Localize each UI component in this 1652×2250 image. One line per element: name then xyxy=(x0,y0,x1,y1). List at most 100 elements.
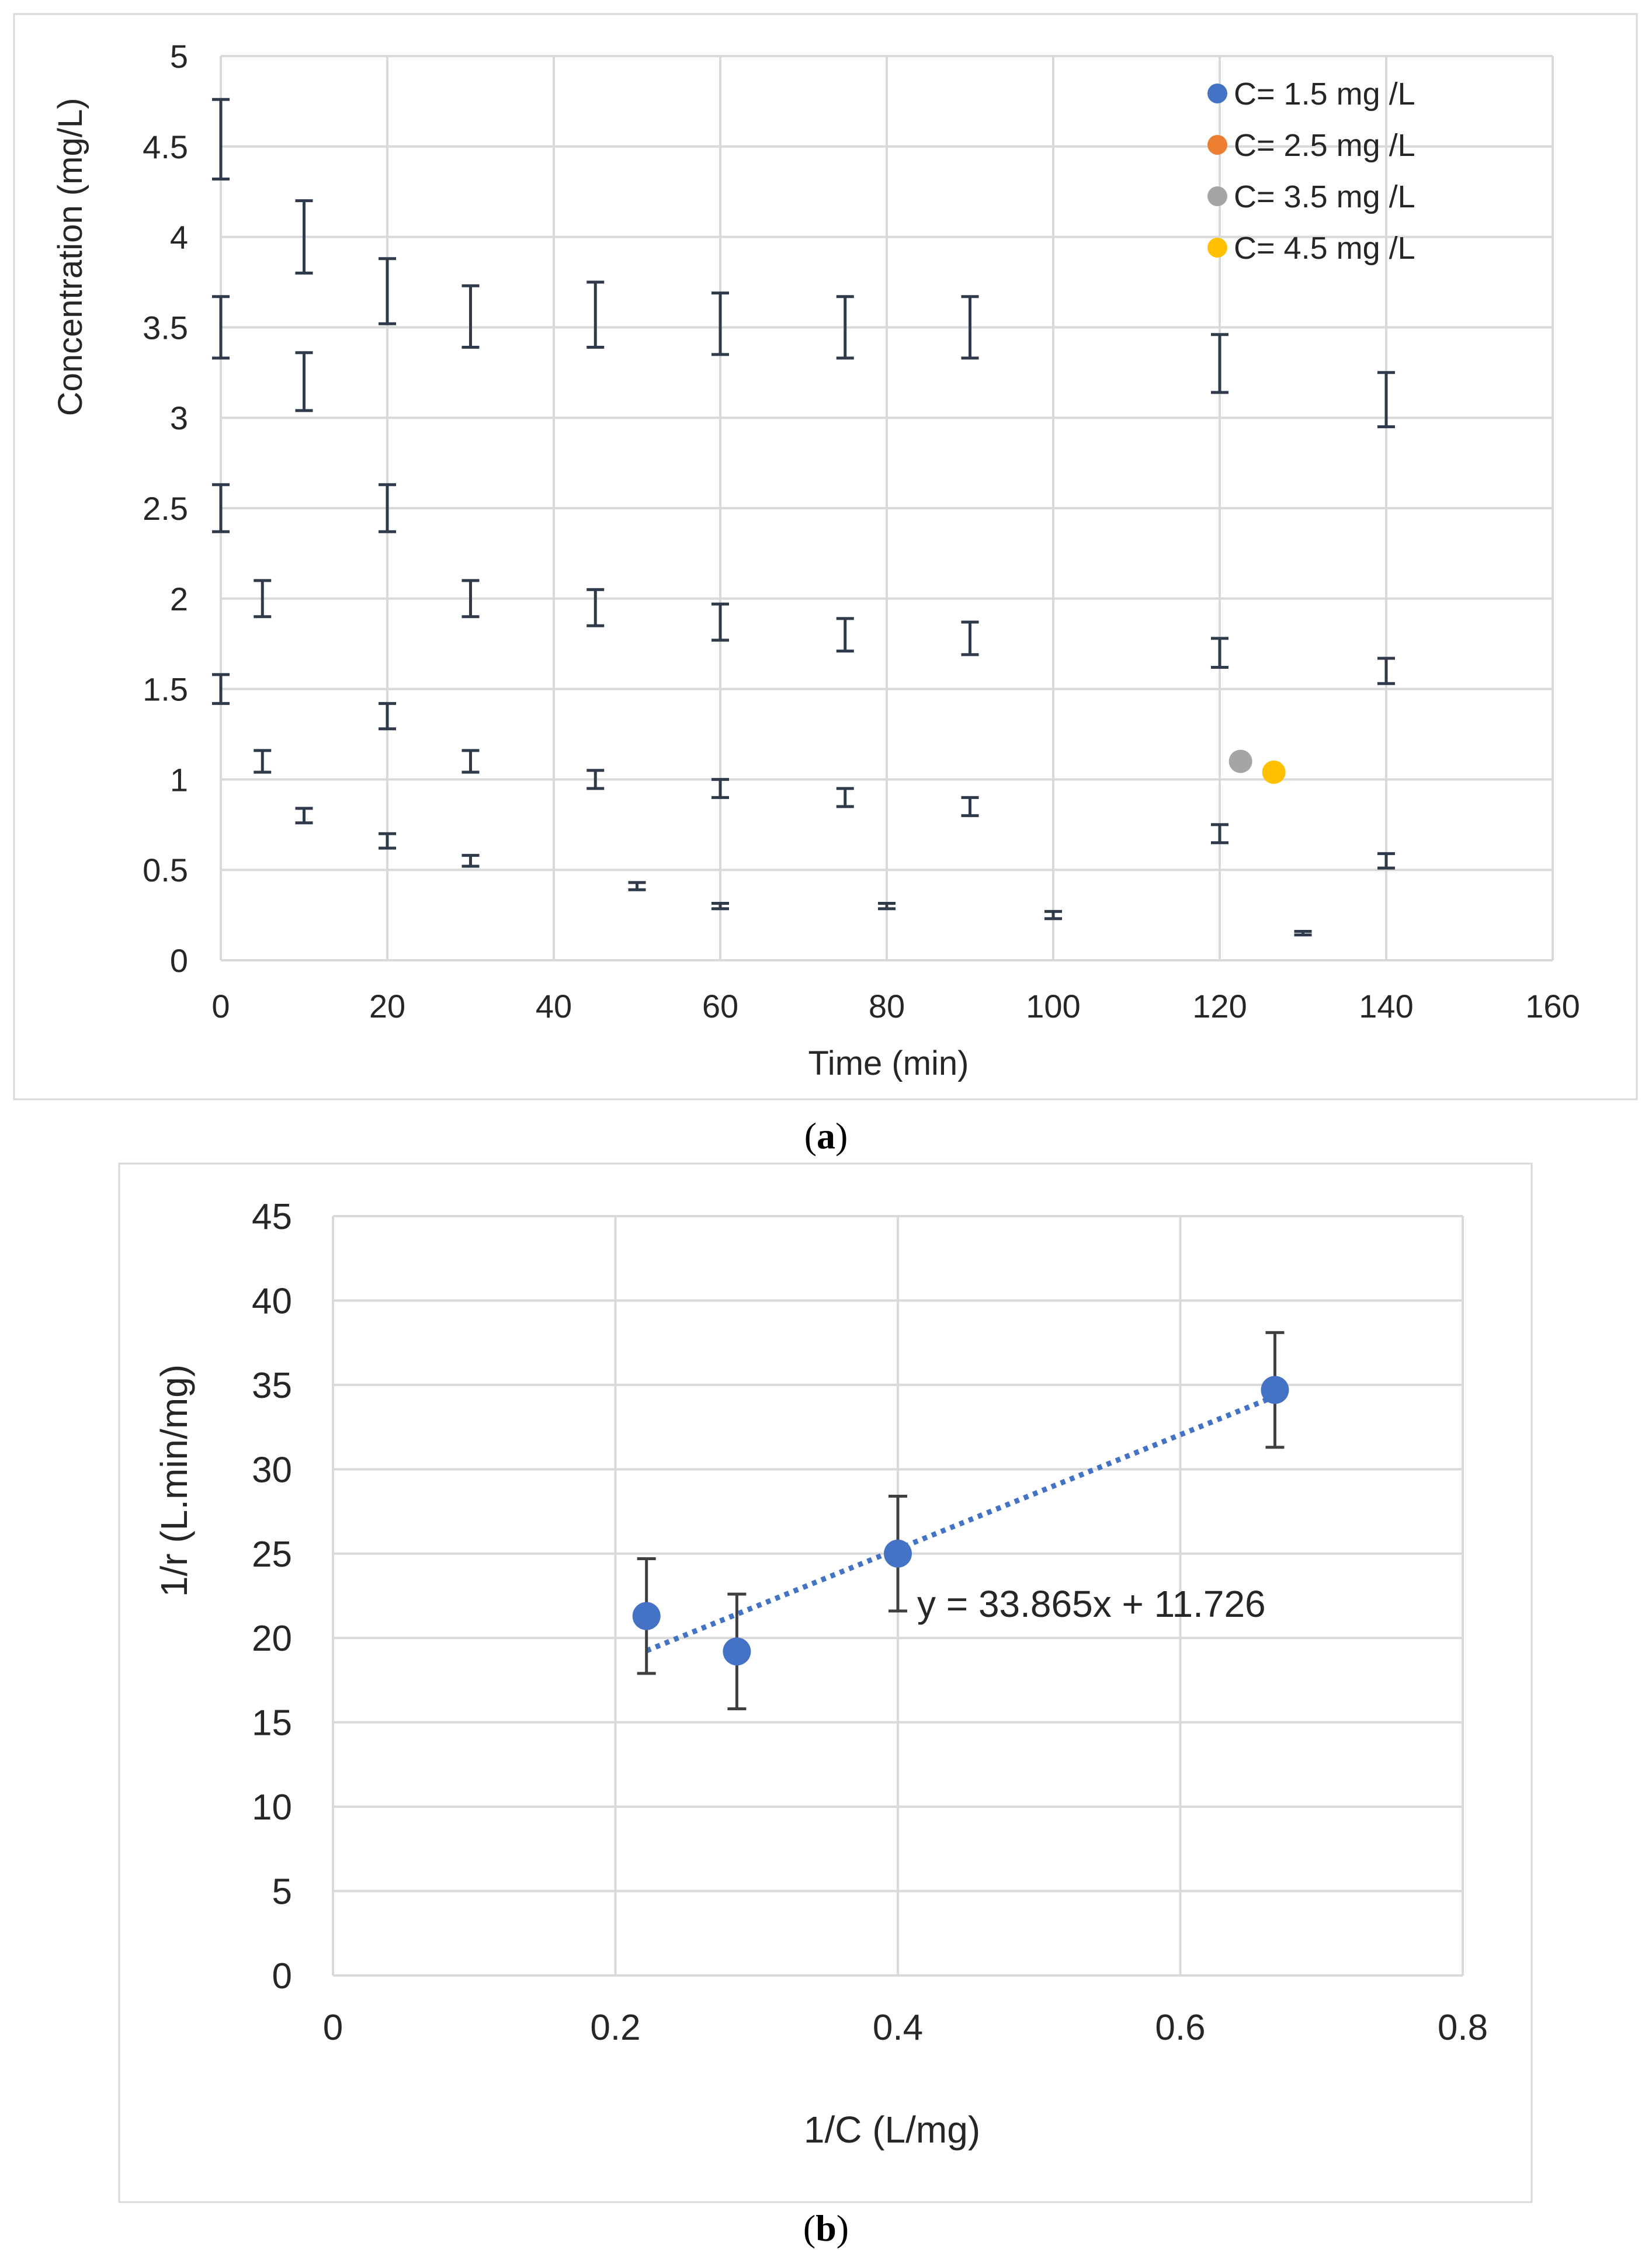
chart-b-x-tick-label: 0 xyxy=(323,2008,343,2048)
chart-a-y-tick-label: 4 xyxy=(170,219,188,256)
chart-a-error-bar xyxy=(1377,657,1395,685)
chart-b-markers xyxy=(632,1376,1289,1666)
chart-b-y-tick-label: 45 xyxy=(252,1197,292,1237)
chart-a-x-tick-label: 20 xyxy=(369,988,405,1025)
chart-a-error-bar xyxy=(254,749,272,774)
chart-a-legend-label: C= 1.5 mg /L xyxy=(1234,77,1415,112)
caption-a: (a) xyxy=(804,1115,848,1157)
chart-a-error-bar xyxy=(295,351,313,412)
chart-a-x-tick-label: 60 xyxy=(702,988,738,1025)
caption-b-letter: b xyxy=(815,2207,837,2249)
caption-a-letter: a xyxy=(817,1115,835,1157)
chart-a-x-tick-label: 140 xyxy=(1359,988,1413,1025)
chart-a-legend: C= 1.5 mg /L C= 2.5 mg /L C= 3.5 mg /L C= 4… xyxy=(1207,77,1415,266)
chart-a-error-bar xyxy=(1211,823,1228,845)
chart-a-error-bar xyxy=(1294,929,1312,937)
chart-a-error-bars xyxy=(212,98,1395,937)
chart-a-y-tick-label: 2 xyxy=(170,581,188,617)
chart-a-error-bar xyxy=(628,881,646,891)
chart-a-error-bar xyxy=(212,98,230,181)
chart-b-x-tick-label: 0.2 xyxy=(590,2008,640,2048)
chart-a-legend-label: C= 4.5 mg /L xyxy=(1234,231,1415,266)
chart-b-y-tick-label: 5 xyxy=(272,1872,292,1912)
chart-b-x-tick-label: 0.4 xyxy=(873,2008,923,2048)
chart-a-error-bar xyxy=(961,620,979,657)
chart-b-data-point xyxy=(723,1637,751,1666)
chart-a: 0 0.5 1 1.5 2 2.5 3 3.5 4 4.5 5 0 20 40 60 80 100 120 140… xyxy=(13,13,1638,1100)
chart-a-error-bar xyxy=(836,787,854,808)
chart-a-x-axis-label: Time (min) xyxy=(808,1044,969,1082)
chart-a-error-bar xyxy=(961,796,979,817)
chart-b-x-tick-label: 0.6 xyxy=(1155,2008,1205,2048)
chart-a-x-tick-label: 120 xyxy=(1192,988,1247,1025)
chart-a-error-bar xyxy=(712,602,729,642)
chart-a-error-bar xyxy=(878,901,896,911)
chart-a-frame xyxy=(13,13,1638,1100)
chart-a-y-tick-label: 0 xyxy=(170,942,188,979)
chart-a-legend-swatch xyxy=(1207,84,1227,103)
chart-a-y-tick-label: 3.5 xyxy=(143,309,188,346)
chart-b-y-tick-label: 10 xyxy=(252,1787,292,1828)
chart-a-y-tick-label: 1 xyxy=(170,761,188,798)
chart-b-x-tick-label: 0.8 xyxy=(1438,2008,1488,2048)
chart-a-error-bar xyxy=(379,257,396,325)
chart-a-x-tick-label: 100 xyxy=(1026,988,1080,1025)
chart-b-x-tick-labels: 0 0.2 0.4 0.6 0.8 xyxy=(323,2008,1488,2048)
chart-a-error-bar xyxy=(1377,852,1395,870)
chart-a-error-bar xyxy=(212,673,230,705)
chart-a-error-bar xyxy=(1211,637,1228,669)
chart-a-legend-label: C= 3.5 mg /L xyxy=(1234,179,1415,214)
chart-a-error-bar xyxy=(1044,909,1062,921)
chart-a-error-bar xyxy=(586,280,605,349)
chart-b-frame xyxy=(118,1162,1533,2203)
chart-b-y-tick-label: 0 xyxy=(272,1956,292,1996)
chart-b-y-axis-label: 1/r (L.min/mg) xyxy=(153,1364,195,1597)
caption-b: (b) xyxy=(803,2207,849,2249)
chart-a-legend-swatch xyxy=(1207,238,1227,258)
chart-a-error-bar xyxy=(586,588,605,627)
chart-a-error-bar xyxy=(712,901,729,911)
chart-a-error-bar xyxy=(379,832,396,850)
chart-a-error-bar xyxy=(712,291,729,356)
chart-a-x-tick-label: 0 xyxy=(211,988,230,1025)
chart-a-y-tick-label: 2.5 xyxy=(143,490,188,527)
chart-a-y-axis-label: Concentration (mg/L) xyxy=(51,98,89,416)
chart-a-error-bar xyxy=(295,199,313,275)
chart-b-trendline xyxy=(645,1394,1276,1654)
chart-a-y-tick-label: 3 xyxy=(170,400,188,436)
chart-a-error-bar xyxy=(461,749,480,774)
chart-a-x-tick-label: 160 xyxy=(1525,988,1580,1025)
chart-a-x-tick-label: 40 xyxy=(536,988,572,1025)
chart-a-markers xyxy=(1228,749,1286,784)
chart-a-legend-swatch xyxy=(1207,135,1227,155)
chart-b-y-tick-label: 20 xyxy=(252,1619,292,1659)
chart-a-error-bar xyxy=(212,295,230,360)
chart-b-y-tick-label: 40 xyxy=(252,1281,292,1321)
chart-a-y-tick-label: 1.5 xyxy=(143,671,188,708)
chart-b-data-point xyxy=(632,1602,661,1630)
chart-b-x-axis-label: 1/C (L/mg) xyxy=(804,2109,980,2151)
chart-a-data-point xyxy=(1262,761,1286,784)
chart-a-x-tick-labels: 0 20 40 60 80 100 120 140 160 xyxy=(211,988,1580,1025)
chart-a-error-bar xyxy=(379,702,396,731)
chart-a-error-bar xyxy=(254,579,272,619)
chart-a-error-bar xyxy=(212,483,230,533)
chart-b-data-point xyxy=(884,1539,912,1568)
chart-a-error-bar xyxy=(836,617,854,653)
chart-a-error-bar xyxy=(836,295,854,360)
chart-b-data-point xyxy=(1261,1376,1289,1404)
chart-a-error-bar xyxy=(1211,333,1228,394)
chart-b-y-tick-labels: 0 5 10 15 20 25 30 35 40 45 xyxy=(252,1197,292,1996)
chart-a-error-bar xyxy=(461,579,480,619)
chart-a-error-bar xyxy=(961,295,979,360)
chart-a-legend-swatch xyxy=(1207,186,1227,206)
chart-b-y-tick-label: 15 xyxy=(252,1703,292,1744)
chart-b-y-tick-label: 25 xyxy=(252,1534,292,1575)
chart-a-error-bar xyxy=(1377,371,1395,429)
chart-b-trendline-equation: y = 33.865x + 11.726 xyxy=(917,1583,1266,1625)
chart-b-y-tick-label: 35 xyxy=(252,1366,292,1406)
chart-a-error-bar xyxy=(712,777,729,799)
chart-a-y-tick-label: 4.5 xyxy=(143,129,188,165)
chart-a-data-point xyxy=(1228,749,1252,773)
